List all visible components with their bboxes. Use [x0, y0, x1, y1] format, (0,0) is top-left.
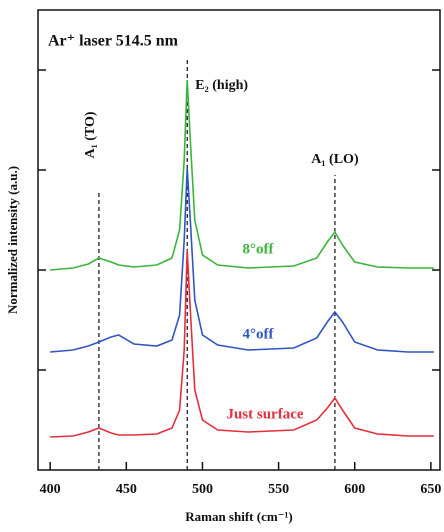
y-axis-label: Normalized intensity (a.u.): [5, 166, 20, 314]
plot-frame: [37, 9, 441, 471]
series-label: Just surface: [226, 406, 303, 422]
series-line: [50, 249, 434, 438]
series-line: [50, 79, 434, 271]
x-tick-label: 550: [268, 482, 289, 497]
chart-title: Ar⁺ laser 514.5 nm: [48, 33, 179, 50]
series-label: 8°off: [243, 241, 275, 257]
annotation-label: E₂ (high): [195, 78, 248, 93]
x-axis-label: Raman shift (cm⁻¹): [185, 509, 293, 524]
x-tick-label: 450: [116, 482, 137, 497]
series-label: 4°off: [243, 326, 275, 342]
x-tick-label: 500: [192, 482, 213, 497]
annotation-label: A₁ (TO): [83, 111, 98, 158]
x-tick-label: 650: [420, 482, 441, 497]
x-tick-label: 600: [344, 482, 365, 497]
series-line: [50, 167, 434, 353]
x-tick-label: 400: [40, 482, 61, 497]
annotation-label: A₁ (LO): [311, 152, 359, 167]
